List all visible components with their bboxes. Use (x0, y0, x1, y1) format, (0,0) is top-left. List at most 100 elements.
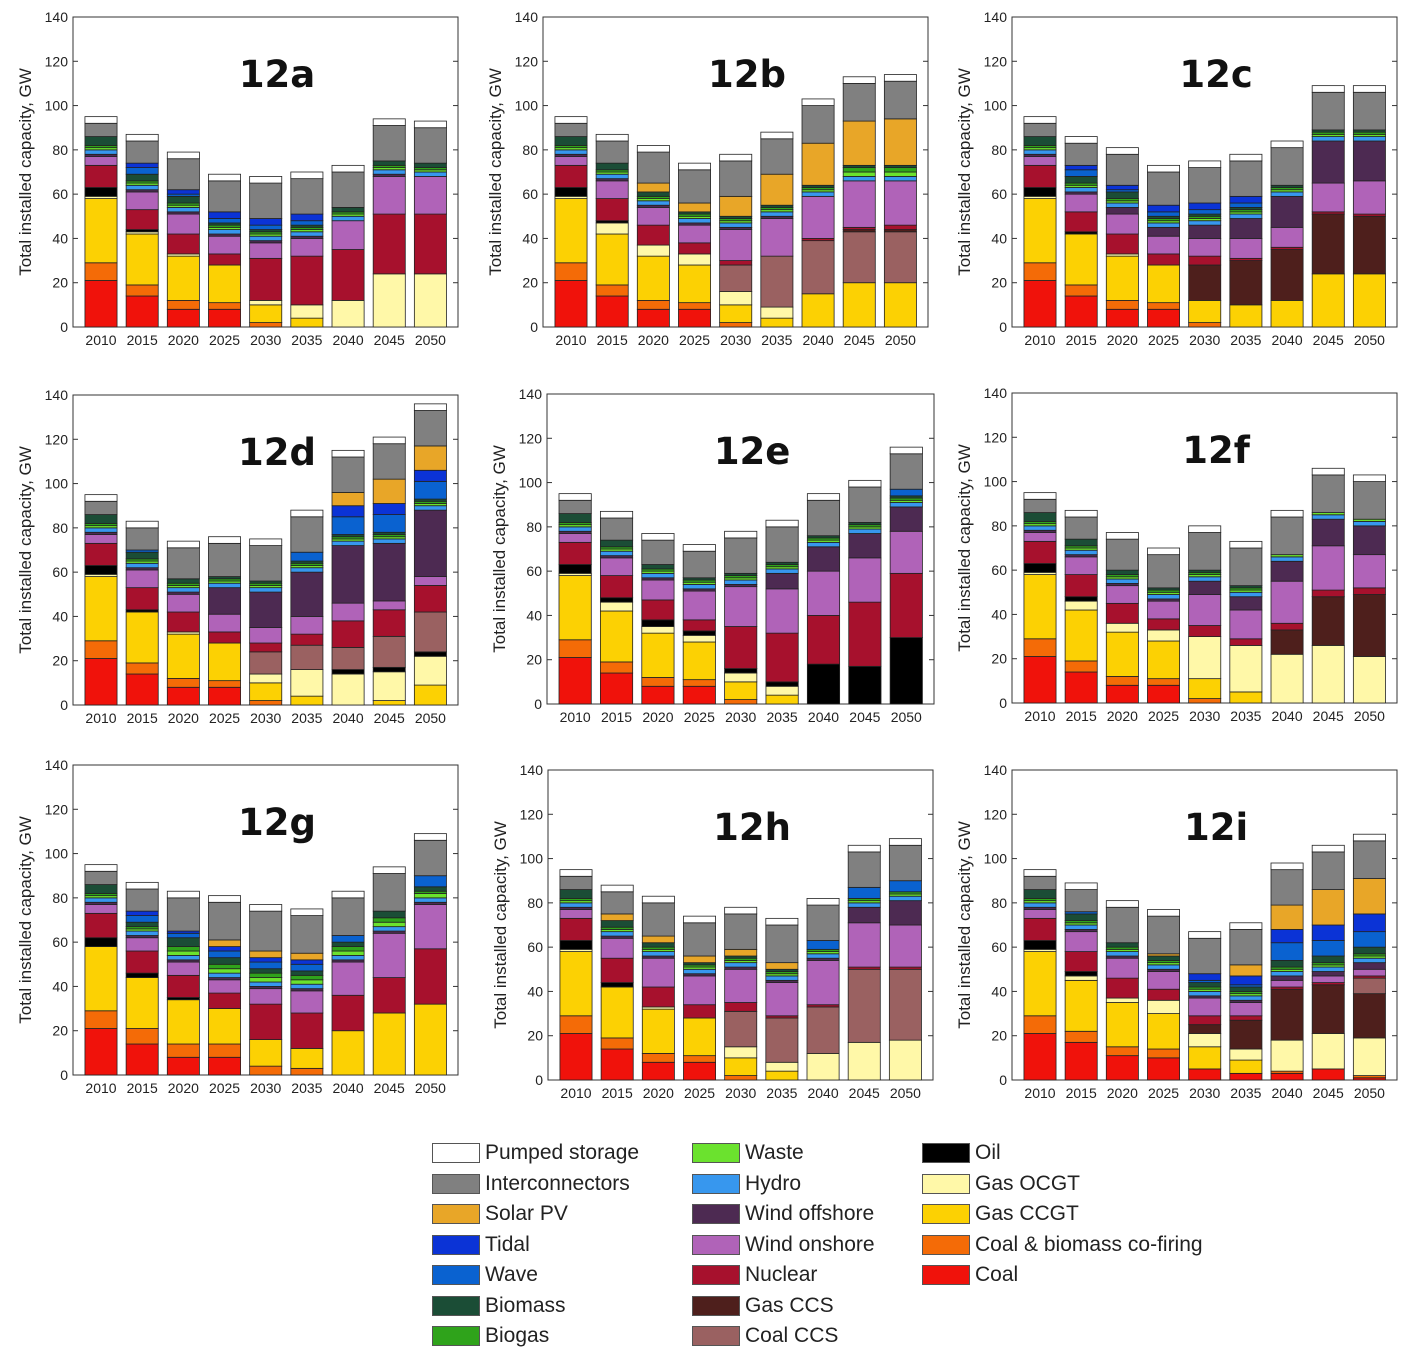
bar-segment-interconnectors (600, 891, 634, 915)
bar-segment-solar-pv (678, 202, 711, 213)
bar-segment-hydro (1147, 964, 1180, 970)
bar-segment-interconnectors (84, 870, 118, 885)
bar-segment-nuclear (249, 642, 283, 653)
bar-segment-interconnectors (1105, 153, 1139, 186)
bar-segment-wind-onshore (682, 590, 716, 621)
bar-segment-wind-onshore (801, 195, 835, 239)
bar-segment-gas-ccgt (760, 317, 794, 328)
bar-segment-biogas (842, 167, 876, 173)
x-tick-label: 2040 (807, 1085, 838, 1101)
bar-segment-nuclear (290, 255, 324, 306)
bar-segment-coal (1147, 1057, 1180, 1081)
bar-segment-biomass (641, 564, 675, 570)
legend-label: Hydro (745, 1171, 802, 1195)
bar-segment-tidal (290, 213, 324, 222)
bar-segment-gas-ocgt (372, 671, 406, 701)
y-tick-label: 60 (522, 186, 538, 202)
bar-segment-coal-ccs (806, 1006, 840, 1054)
bar-segment-wind-offshore (806, 546, 841, 572)
bar-segment-coal-and-biomass-co-firing (1105, 676, 1139, 686)
bar-segment-gas-ccgt (641, 632, 675, 678)
bar-segment-wind-offshore (249, 591, 283, 628)
bar-segment-gas-ccgt (1188, 1046, 1222, 1070)
bar-segment-wind-onshore (208, 613, 241, 633)
panel-title: 12h (713, 806, 791, 849)
bar-segment-tidal (372, 503, 406, 515)
bar-segment-pumped-storage (848, 479, 882, 488)
bar-segment-interconnectors (1064, 516, 1098, 540)
bar-segment-wind-onshore (249, 988, 283, 1005)
bar-segment-nuclear (883, 224, 917, 230)
x-tick-label: 2020 (168, 332, 199, 348)
bar-segment-hydro (290, 983, 324, 990)
bar-segment-interconnectors (724, 913, 758, 950)
bar-segment-gas-ocgt (760, 306, 794, 319)
legend-label: Coal (975, 1263, 1019, 1287)
bar-segment-interconnectors (249, 545, 283, 582)
bar-segment-coal-and-biomass-co-firing (208, 680, 241, 688)
bar-segment-interconnectors (1270, 516, 1304, 556)
bar-segment-gas-ccs (1188, 264, 1222, 301)
bar-segment-pumped-storage (1229, 922, 1263, 930)
legend-label: Gas CCS (745, 1293, 834, 1317)
bar-segment-pumped-storage (84, 116, 118, 124)
bar-segment-wind-onshore (166, 961, 200, 976)
bar-segment-interconnectors (84, 122, 118, 137)
bar-segment-nuclear (290, 1012, 324, 1049)
bar-segment-wind-onshore (678, 224, 711, 244)
bar-segment-wind-onshore (636, 207, 670, 226)
bar-segment-hydro (1105, 202, 1139, 208)
bar-segment-gas-ocgt (1188, 1033, 1222, 1048)
bar-segment-coal-and-biomass-co-firing (559, 1015, 593, 1034)
bar-segment-coal (1023, 656, 1057, 704)
bar-segment-biomass (413, 886, 447, 892)
bar-segment-nuclear (413, 213, 447, 275)
bar-segment-solar-pv (413, 445, 447, 471)
legend-item-pumped-storage: Pumped storage (432, 1138, 639, 1169)
bar-segment-coal-and-biomass-co-firing (558, 639, 592, 658)
bar-segment-gas-ccs (1311, 213, 1345, 275)
bar-segment-interconnectors (1229, 160, 1263, 197)
bar-segment-pumped-storage (1229, 153, 1263, 162)
bar-segment-gas-ocgt (249, 673, 283, 684)
x-tick-label: 2030 (250, 332, 281, 348)
x-tick-label: 2035 (766, 1085, 797, 1101)
bar-segment-pumped-storage (600, 884, 634, 893)
legend-swatch (692, 1143, 740, 1164)
bar-segment-biomass (249, 968, 283, 974)
bar-segment-pumped-storage (1064, 136, 1098, 144)
bar-segment-hydro (1064, 924, 1098, 930)
bar-segment-hydro (84, 527, 118, 533)
bar-segment-pumped-storage (724, 530, 758, 539)
bar-segment-biogas (166, 946, 200, 952)
x-tick-label: 2050 (415, 1080, 446, 1096)
bar-segment-gas-ccs (1270, 629, 1304, 655)
bar-segment-hydro (595, 173, 629, 180)
bar-segment-nuclear (166, 233, 200, 255)
bar-segment-gas-ccgt (1352, 273, 1386, 328)
bar-segment-biogas (208, 963, 241, 970)
legend-item-gas-ccs: Gas CCS (692, 1291, 875, 1322)
x-tick-label: 2040 (808, 709, 839, 725)
bar-segment-nuclear (1188, 1015, 1222, 1026)
x-tick-label: 2010 (1024, 332, 1055, 348)
bar-segment-hydro (1270, 556, 1304, 562)
bar-segment-biogas (331, 946, 365, 952)
x-tick-label: 2040 (332, 1080, 363, 1096)
bar-segment-solar-pv (600, 913, 634, 921)
bar-segment-coal (678, 308, 711, 328)
bar-segment-coal-ccs (847, 968, 881, 1043)
x-tick-label: 2045 (844, 332, 875, 348)
legend-swatch (692, 1234, 740, 1255)
bar-segment-coal-and-biomass-co-firing (249, 1065, 283, 1076)
bar-segment-coal-ccs (760, 255, 794, 308)
bar-segment-waste (413, 893, 447, 899)
bar-segment-pumped-storage (1064, 882, 1098, 890)
bar-segment-wind-onshore (84, 904, 118, 914)
bar-segment-biomass (84, 514, 118, 524)
legend-item-waste: Waste (692, 1138, 875, 1169)
bar-segment-coal-and-biomass-co-firing (641, 1053, 675, 1063)
bar-segment-interconnectors (125, 527, 159, 551)
bar-segment-gas-ocgt (847, 1041, 881, 1081)
bar-segment-interconnectors (599, 517, 634, 541)
